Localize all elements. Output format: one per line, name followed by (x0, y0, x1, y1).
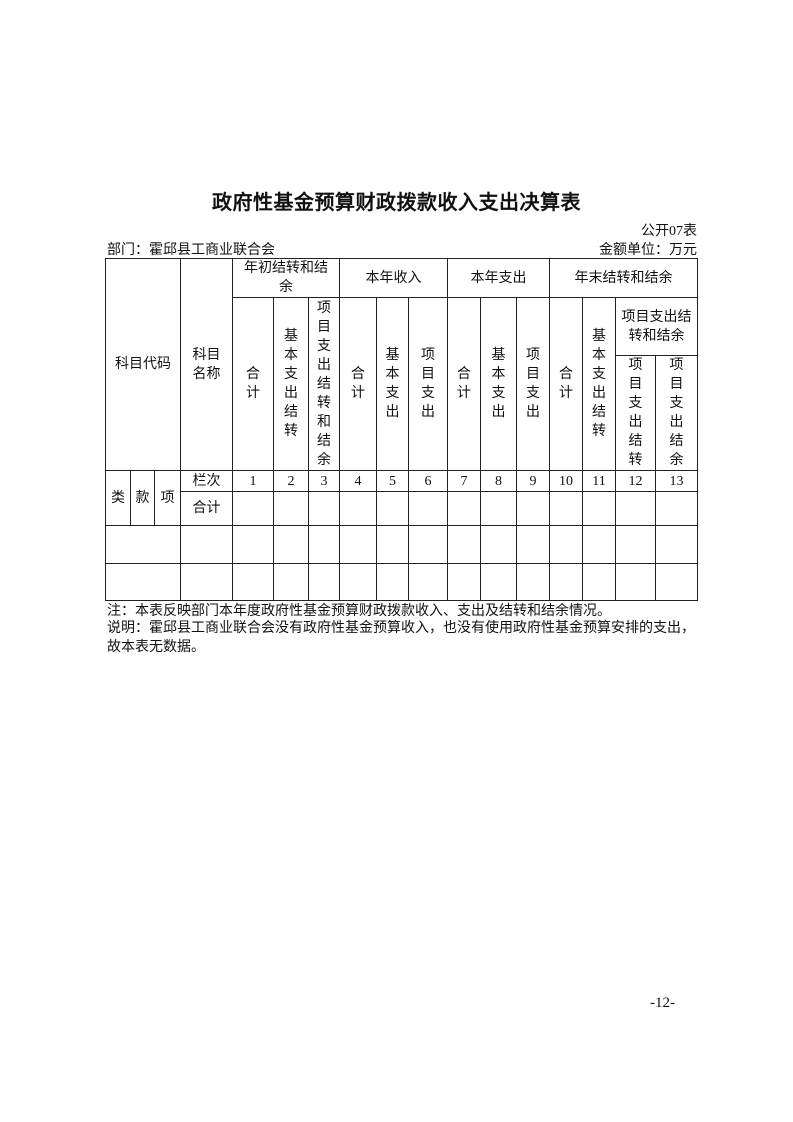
table-cell (408, 563, 448, 601)
department-label: 部门：霍邱县工商业联合会 (107, 243, 275, 258)
table-cell (232, 525, 274, 564)
table-cell (232, 563, 274, 601)
table-cell (180, 563, 233, 601)
unit-label: 金额单位：万元 (599, 243, 697, 258)
header-income-project: 项目支出 (408, 297, 448, 471)
table-row (105, 525, 698, 564)
table-cell (308, 525, 340, 564)
table-cell (273, 563, 309, 601)
table-cell (615, 491, 656, 526)
table-cell (655, 525, 698, 564)
column-no: 7 (447, 470, 481, 492)
table-cell (308, 563, 340, 601)
explanation-text: 说明：霍邱县工商业联合会没有政府性基金预算收入，也没有使用政府性基金预算安排的支… (107, 621, 695, 655)
header-xiang: 项 (154, 470, 181, 526)
page-number: -12- (650, 995, 675, 1011)
table-cell (376, 525, 409, 564)
header-expense-total: 合计 (447, 297, 481, 471)
header-kuan: 款 (130, 470, 155, 526)
table-cell (655, 491, 698, 526)
table-cell (105, 563, 181, 601)
header-end-total: 合计 (549, 297, 583, 471)
header-income-basic: 基本支出 (376, 297, 409, 471)
header-begin-total: 合计 (232, 297, 274, 471)
table-cell (582, 563, 616, 601)
table-cell (480, 563, 517, 601)
form-number: 公开07表 (641, 224, 697, 239)
table-cell (339, 525, 377, 564)
table-cell (376, 563, 409, 601)
table-cell (582, 525, 616, 564)
column-no: 10 (549, 470, 583, 492)
column-no: 11 (582, 470, 616, 492)
header-income: 本年收入 (339, 258, 448, 298)
table-cell (516, 491, 550, 526)
table-cell (408, 525, 448, 564)
header-end-basic: 基本支出结转 (582, 297, 616, 471)
header-end-project: 项目支出结转和结余 (615, 297, 698, 356)
table-cell (339, 491, 377, 526)
total-row: 合计 (106, 491, 698, 526)
column-no: 3 (308, 470, 340, 492)
column-no: 6 (408, 470, 448, 492)
header-begin-project: 项目支出结转和结余 (308, 297, 340, 471)
page-title: 政府性基金预算财政拨款收入支出决算表 (212, 190, 581, 214)
header-lei: 类 (105, 470, 131, 526)
column-no: 4 (339, 470, 377, 492)
table-cell (308, 491, 340, 526)
table-cell (273, 491, 309, 526)
table-cell (376, 491, 409, 526)
table-cell (549, 491, 583, 526)
column-number-row: 类 款 项 栏次 1 2 3 4 5 6 7 8 9 10 11 12 13 (105, 470, 698, 526)
column-no: 12 (615, 470, 656, 492)
table-cell (480, 491, 517, 526)
column-no: 1 (232, 470, 274, 492)
table-cell (549, 525, 583, 564)
header-begin-basic: 基本支出结转 (273, 297, 309, 471)
header-expense-basic: 基本支出 (480, 297, 517, 471)
table-row (105, 563, 698, 601)
column-no: 2 (273, 470, 309, 492)
budget-table: 科目代码 科目名称 年初结转和结余 本年收入 本年支出 年末结转和结余 合计 基… (105, 258, 698, 601)
header-end-project-carry: 项目支出结转 (615, 355, 656, 471)
total-row-label: 合计 (180, 491, 233, 526)
column-no: 9 (516, 470, 550, 492)
header-expense-project: 项目支出 (516, 297, 550, 471)
table-cell (339, 563, 377, 601)
table-cell (447, 491, 481, 526)
table-cell (232, 491, 274, 526)
table-cell (447, 563, 481, 601)
header-subject-code: 科目代码 (105, 258, 181, 471)
header-income-total: 合计 (339, 297, 377, 471)
note-text: 注：本表反映部门本年度政府性基金预算财政拨款收入、支出及结转和结余情况。 (107, 604, 611, 619)
column-no: 13 (655, 470, 698, 492)
table-cell (408, 491, 448, 526)
header-end: 年末结转和结余 (549, 258, 698, 298)
table-cell (549, 563, 583, 601)
table-cell (582, 491, 616, 526)
table-cell (447, 525, 481, 564)
table-cell (615, 563, 656, 601)
table-cell (480, 525, 517, 564)
header-expense: 本年支出 (447, 258, 550, 298)
table-cell (180, 525, 233, 564)
column-no: 8 (480, 470, 517, 492)
table-cell (615, 525, 656, 564)
header-begin: 年初结转和结余 (232, 258, 340, 298)
table-cell (105, 525, 181, 564)
table-cell (516, 563, 550, 601)
column-no-label: 栏次 (180, 470, 233, 492)
table-cell (273, 525, 309, 564)
table-cell (516, 525, 550, 564)
column-no: 5 (376, 470, 409, 492)
header-end-project-balance: 项目支出结余 (655, 355, 698, 471)
header-subject-name: 科目名称 (180, 258, 233, 471)
table-cell (655, 563, 698, 601)
